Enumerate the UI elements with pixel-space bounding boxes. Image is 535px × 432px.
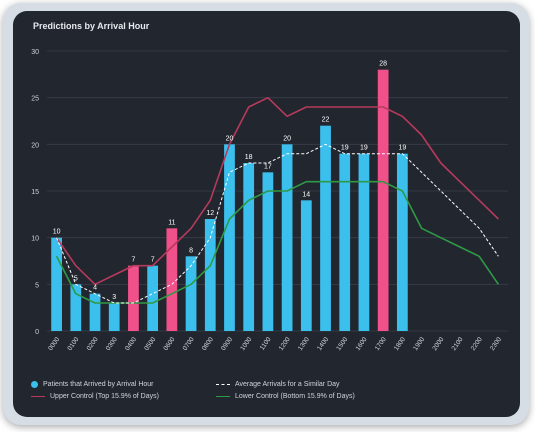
bar-data-label: 22 (322, 117, 330, 124)
bar-data-label: 3 (112, 294, 116, 301)
x-tick-label: 1300 (297, 336, 311, 352)
bar-1100 (262, 172, 274, 331)
y-tick-label: 15 (31, 189, 39, 196)
legend-label-bars: Patients that Arrived by Arrival Hour (43, 381, 154, 388)
x-tick-label: 0000 (47, 336, 61, 352)
x-tick-label: 0500 (143, 336, 157, 352)
x-tick-label: 2100 (451, 336, 465, 352)
legend-label-average: Average Arrivals for a Similar Day (235, 381, 340, 388)
legend-upper-swatch (31, 396, 45, 397)
x-tick-label: 2000 (431, 336, 445, 352)
series-line-3 (55, 180, 500, 304)
legend-item-bars[interactable]: Patients that Arrived by Arrival Hour (31, 381, 154, 388)
bar-0900 (224, 144, 235, 331)
bar-data-label: 5 (74, 275, 78, 282)
x-tick-label: 0300 (105, 336, 119, 352)
bar-data-label: 8 (189, 247, 193, 254)
y-tick-label: 25 (31, 96, 39, 103)
series-line-2 (55, 96, 499, 286)
x-tick-label: 1400 (316, 336, 330, 352)
x-tick-label: 1900 (412, 336, 426, 352)
x-tick-label: 2200 (470, 336, 484, 352)
bar-data-label: 7 (151, 257, 155, 264)
legend-label-lower: Lower Control (Bottom 15.9% of Days) (235, 393, 355, 400)
bar-data-label: 19 (398, 145, 406, 152)
bar-0000 (51, 237, 62, 331)
x-tick-label: 0700 (182, 336, 196, 352)
legend-average-swatch (216, 384, 230, 385)
bar-0400 (128, 265, 139, 331)
x-tick-label: 0400 (124, 336, 138, 352)
legend-item-average[interactable]: Average Arrivals for a Similar Day (216, 381, 340, 388)
bar-1800 (396, 153, 408, 331)
bar-data-label: 11 (168, 219, 175, 226)
y-tick-label: 5 (35, 282, 39, 289)
bar-0600 (166, 228, 178, 331)
bar-1200 (281, 144, 293, 331)
bar-0500 (147, 265, 159, 331)
bar-1700 (377, 69, 389, 331)
legend-label-upper: Upper Control (Top 15.9% of Days) (50, 393, 159, 400)
bar-0800 (204, 219, 216, 331)
bar-0300 (108, 303, 120, 331)
bar-1500 (339, 153, 351, 331)
bar-0100 (70, 284, 82, 331)
outer-frame: Predictions by Arrival Hour 0 5 10 15 20 25 30… (3, 3, 529, 425)
bar-1400 (320, 125, 331, 332)
x-tick-label: 1200 (278, 336, 292, 352)
y-tick-label: 30 (31, 49, 39, 56)
bar-1600 (358, 153, 370, 331)
bar-data-label: 18 (245, 154, 253, 161)
chart-svg: 0 5 10 15 20 25 30 10 5 4 3 7 7 11 8 12 20 18 17 20 14 22 19 19… (31, 49, 508, 352)
x-tick-label: 1700 (374, 336, 388, 352)
legend-item-upper[interactable]: Upper Control (Top 15.9% of Days) (31, 393, 159, 400)
chart-title: Predictions by Arrival Hour (33, 21, 150, 31)
legend-lower-swatch (216, 396, 230, 397)
y-tick-label: 10 (31, 236, 39, 243)
x-tick-label: 0200 (86, 336, 100, 352)
y-tick-label: 0 (35, 329, 39, 336)
x-tick-label: 1800 (393, 336, 407, 352)
x-tick-label: 1000 (239, 336, 253, 352)
bar-data-label: 12 (206, 210, 214, 217)
bar-0700 (185, 256, 197, 331)
bar-data-label: 28 (379, 61, 387, 68)
x-tick-label: 1500 (335, 336, 349, 352)
bar-1000 (243, 163, 255, 331)
bar-data-label: 20 (283, 135, 291, 142)
x-tick-label: 0600 (162, 336, 176, 352)
bar-data-label: 10 (53, 229, 61, 236)
bar-data-label: 19 (341, 145, 349, 152)
bar-0200 (89, 293, 101, 331)
x-tick-label: 0800 (201, 336, 215, 352)
x-tick-label: 1100 (259, 336, 273, 352)
bar-data-label: 17 (264, 163, 272, 170)
y-tick-label: 20 (31, 142, 39, 149)
bar-data-label: 4 (93, 285, 97, 292)
bar-data-label: 20 (226, 135, 234, 142)
chart-panel: Predictions by Arrival Hour 0 5 10 15 20 25 30… (13, 11, 520, 417)
series-line-1 (56, 143, 499, 304)
bar-data-label: 14 (302, 191, 310, 198)
bar-data-label: 7 (131, 257, 135, 264)
legend-bar-swatch (31, 381, 38, 388)
x-tick-label: 0900 (220, 336, 234, 352)
bar-1300 (300, 200, 312, 331)
bar-data-label: 19 (360, 145, 368, 152)
x-tick-label: 1600 (355, 336, 369, 352)
x-tick-label: 0100 (66, 336, 80, 352)
legend-item-lower[interactable]: Lower Control (Bottom 15.9% of Days) (216, 393, 355, 400)
x-tick-label: 2300 (489, 336, 503, 352)
